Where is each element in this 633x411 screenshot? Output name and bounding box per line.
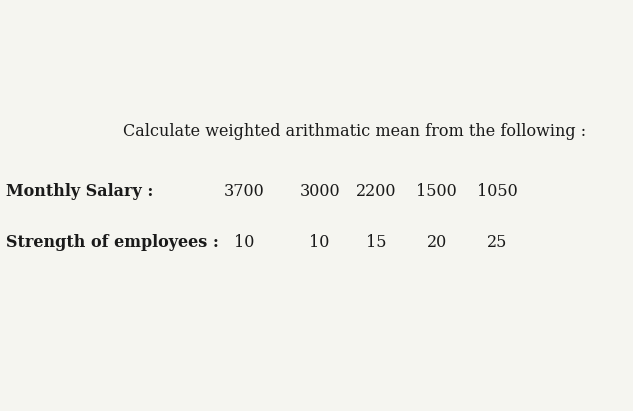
Text: 20: 20 bbox=[427, 234, 447, 251]
Text: 25: 25 bbox=[487, 234, 507, 251]
Text: 10: 10 bbox=[234, 234, 254, 251]
Text: 15: 15 bbox=[367, 234, 387, 251]
Text: 3000: 3000 bbox=[299, 182, 340, 200]
Text: 2200: 2200 bbox=[356, 182, 397, 200]
Text: 1050: 1050 bbox=[477, 182, 517, 200]
Text: Monthly Salary :: Monthly Salary : bbox=[6, 182, 154, 200]
Text: Strength of employees :: Strength of employees : bbox=[6, 234, 219, 251]
Text: 1500: 1500 bbox=[417, 182, 457, 200]
Text: 10: 10 bbox=[310, 234, 330, 251]
Text: Calculate weighted arithmatic mean from the following :: Calculate weighted arithmatic mean from … bbox=[123, 123, 586, 140]
Text: 3700: 3700 bbox=[223, 182, 264, 200]
